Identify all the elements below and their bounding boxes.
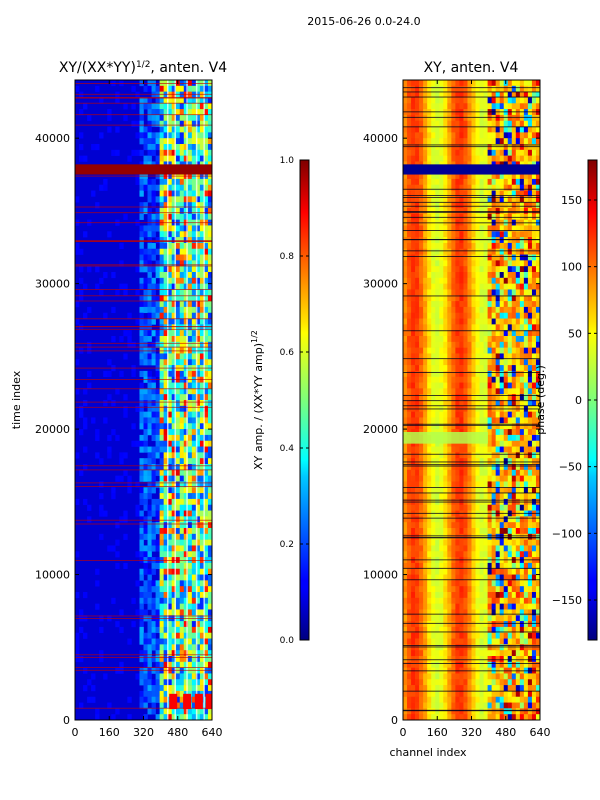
y-tick-label: 40000 bbox=[35, 132, 70, 145]
amplitude-y-axis-label: time index bbox=[10, 370, 23, 429]
colorbar-tick-label: 50 bbox=[568, 327, 582, 340]
colorbar-tick-label: 0.2 bbox=[280, 540, 294, 550]
y-tick-label: 20000 bbox=[363, 423, 398, 436]
colorbar-tick-label: 0 bbox=[575, 394, 582, 407]
x-tick-label: 160 bbox=[427, 726, 448, 739]
colorbar-tick-label: −100 bbox=[552, 527, 582, 540]
phase-colorbar: −150 −100 −50 0 50 100 150 phase (deg.) bbox=[534, 159, 598, 641]
colorbar-tick-label: 0.8 bbox=[280, 252, 295, 262]
x-tick-label: 480 bbox=[495, 726, 516, 739]
colorbar-tick-label: 0.0 bbox=[280, 636, 295, 646]
y-tick-label: 0 bbox=[391, 714, 398, 727]
colorbar-tick-label: −50 bbox=[559, 461, 582, 474]
phase-colorbar-ticks: −150 −100 −50 0 50 100 150 bbox=[552, 194, 597, 607]
amplitude-heatmap bbox=[75, 80, 212, 720]
phase-x-axis: 0 160 320 480 640 bbox=[400, 80, 551, 739]
colorbar-tick-label: 100 bbox=[561, 261, 582, 274]
y-tick-label: 40000 bbox=[363, 132, 398, 145]
x-tick-label: 0 bbox=[400, 726, 407, 739]
x-tick-label: 640 bbox=[202, 726, 223, 739]
phase-panel-title: XY, anten. V4 bbox=[424, 60, 519, 76]
x-tick-label: 160 bbox=[99, 726, 120, 739]
y-tick-label: 20000 bbox=[35, 423, 70, 436]
phase-panel: XY, anten. V4 0 160 320 480 640 0 10000 20000 3… bbox=[363, 60, 551, 759]
amplitude-colorbar-gradient bbox=[299, 159, 310, 641]
figure-title: 2015-06-26 0.0-24.0 bbox=[307, 15, 420, 28]
colorbar-tick-label: 150 bbox=[561, 194, 582, 207]
phase-colorbar-label: phase (deg.) bbox=[534, 365, 547, 435]
colorbar-tick-label: 0.6 bbox=[280, 348, 295, 358]
colorbar-tick-label: 0.4 bbox=[280, 444, 295, 454]
amplitude-colorbar: 0.0 0.2 0.4 0.6 0.8 1.0 XY amp. / (XX*YY amp)… bbox=[250, 156, 310, 646]
y-tick-label: 10000 bbox=[363, 569, 398, 582]
amplitude-panel-title: XY/(XX*YY)1/2, anten. V4 bbox=[59, 60, 227, 76]
y-tick-label: 10000 bbox=[35, 569, 70, 582]
x-tick-label: 480 bbox=[167, 726, 188, 739]
colorbar-tick-label: 1.0 bbox=[280, 156, 295, 166]
phase-y-axis: 0 10000 20000 30000 40000 bbox=[363, 132, 540, 727]
y-tick-label: 0 bbox=[63, 714, 70, 727]
amplitude-colorbar-ticks: 0.0 0.2 0.4 0.6 0.8 1.0 bbox=[280, 156, 309, 646]
colorbar-tick-label: −150 bbox=[552, 594, 582, 607]
amplitude-y-axis: 0 10000 20000 30000 40000 bbox=[35, 132, 212, 727]
y-tick-label: 30000 bbox=[35, 278, 70, 291]
phase-heatmap bbox=[403, 80, 540, 720]
amplitude-colorbar-label: XY amp. / (XX*YY amp)1/2 bbox=[250, 330, 265, 470]
x-tick-label: 320 bbox=[461, 726, 482, 739]
x-tick-label: 640 bbox=[530, 726, 551, 739]
x-tick-label: 320 bbox=[133, 726, 154, 739]
phase-x-axis-label: channel index bbox=[389, 746, 467, 759]
x-tick-label: 0 bbox=[72, 726, 79, 739]
amplitude-panel: XY/(XX*YY)1/2, anten. V4 0 160 320 480 640 0… bbox=[10, 60, 227, 739]
y-tick-label: 30000 bbox=[363, 278, 398, 291]
amplitude-x-axis: 0 160 320 480 640 bbox=[72, 80, 223, 739]
